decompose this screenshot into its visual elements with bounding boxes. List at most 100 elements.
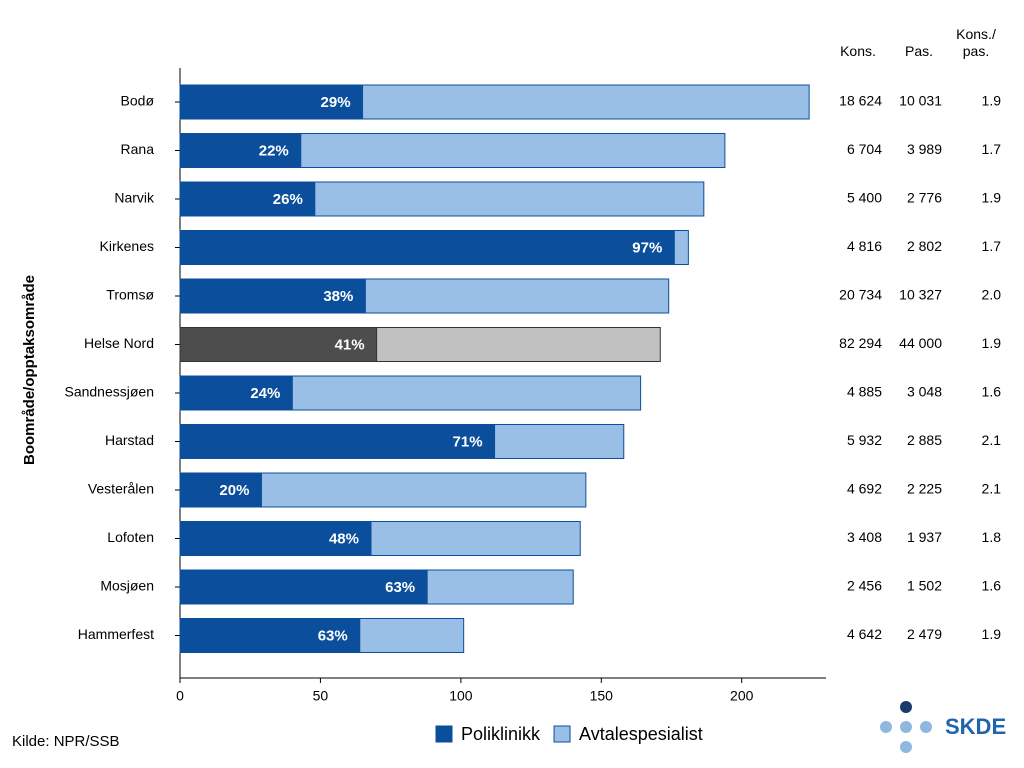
bar-segment — [362, 84, 810, 120]
table-cell: 6 704 — [847, 141, 882, 157]
bar-segment — [179, 278, 366, 314]
table-cell: 1 502 — [907, 578, 942, 594]
logo-dot — [900, 741, 912, 753]
table-cell: 2 885 — [907, 432, 942, 448]
table-header: Kons./pas. — [956, 26, 996, 59]
table-cell: 18 624 — [839, 93, 882, 109]
y-tick-label: Narvik — [114, 190, 155, 206]
table-cell: 1.9 — [982, 190, 1002, 206]
table-cell: 1.9 — [982, 335, 1002, 351]
share-label: 41% — [335, 336, 365, 353]
table-cell: 4 885 — [847, 384, 882, 400]
logo-dot — [900, 701, 912, 713]
bar-segment — [291, 375, 642, 411]
bar-segment — [260, 472, 587, 508]
share-label: 97% — [632, 239, 662, 256]
table-cell: 1.6 — [982, 384, 1002, 400]
table-cell: 1.9 — [982, 93, 1002, 109]
table-cell: 2.1 — [982, 432, 1002, 448]
bar-segment — [376, 327, 661, 362]
table-cell: 2 802 — [907, 238, 942, 254]
share-label: 22% — [259, 142, 289, 159]
table-header-line: Kons./ — [956, 26, 996, 42]
bar-segment — [179, 424, 496, 459]
table-cell: 1.6 — [982, 578, 1002, 594]
bar-segment — [359, 618, 465, 653]
y-tick-label: Mosjøen — [100, 578, 154, 594]
bar-segment — [179, 521, 372, 556]
x-tick-label: 50 — [313, 688, 329, 704]
y-tick-label: Lofoten — [107, 529, 154, 545]
bar-segment — [673, 230, 689, 265]
table-cell: 4 816 — [847, 238, 882, 254]
share-label: 26% — [273, 191, 303, 208]
bar-segment — [179, 181, 316, 217]
table-cell: 3 048 — [907, 384, 942, 400]
table-header-line: pas. — [963, 43, 989, 59]
bar-segment — [179, 327, 378, 362]
table-cell: 20 734 — [839, 287, 882, 303]
table-cell: 1.7 — [982, 141, 1002, 157]
y-tick-label: Rana — [121, 141, 155, 157]
table-cell: 1.8 — [982, 529, 1002, 545]
bar-segment — [426, 569, 574, 605]
table-cell: 1 937 — [907, 529, 942, 545]
share-label: 63% — [385, 579, 415, 596]
y-tick-label: Helse Nord — [84, 335, 154, 351]
source: Kilde: NPR/SSB — [12, 733, 120, 750]
table-cell: 2 479 — [907, 626, 942, 642]
table-cell: 5 400 — [847, 190, 882, 206]
y-tick-label: Hammerfest — [78, 626, 154, 642]
table-header: Pas. — [905, 43, 933, 59]
y-axis-label: Boområde/opptaksområde — [21, 275, 38, 465]
table-header: Kons. — [840, 43, 876, 59]
logo-dot — [900, 721, 912, 733]
share-label: 71% — [453, 433, 483, 450]
bar-segment — [179, 375, 293, 411]
y-tick-label: Sandnessjøen — [64, 384, 154, 400]
table-cell: 2 776 — [907, 190, 942, 206]
table-cell: 10 327 — [899, 287, 942, 303]
table-cell: 4 692 — [847, 481, 882, 497]
table-cell: 44 000 — [899, 335, 942, 351]
y-tick-label: Vesterålen — [88, 481, 154, 497]
x-tick-label: 200 — [730, 688, 754, 704]
x-tick-label: 100 — [449, 688, 473, 704]
table-header-line: Kons. — [840, 43, 876, 59]
table-cell: 3 989 — [907, 141, 942, 157]
bar-segment — [370, 521, 581, 556]
legend-label: Poliklinikk — [461, 724, 541, 744]
table-cell: 2.1 — [982, 481, 1002, 497]
table-cell: 3 408 — [847, 529, 882, 545]
bar-segment — [364, 278, 670, 314]
y-tick-label: Bodø — [121, 93, 155, 109]
x-tick-label: 150 — [590, 688, 614, 704]
bar-segment — [179, 84, 364, 120]
legend-label: Avtalespesialist — [579, 724, 703, 744]
bar-segment — [300, 133, 726, 168]
logo-dot — [880, 721, 892, 733]
logo-dot — [920, 721, 932, 733]
table-cell: 5 932 — [847, 432, 882, 448]
table-cell: 1.7 — [982, 238, 1002, 254]
legend-swatch — [553, 725, 571, 743]
logo: SKDE — [880, 701, 1006, 753]
table-cell: 2 456 — [847, 578, 882, 594]
table-cell: 2.0 — [982, 287, 1002, 303]
table-cell: 10 031 — [899, 93, 942, 109]
share-label: 63% — [318, 627, 348, 644]
table-cell: 2 225 — [907, 481, 942, 497]
y-tick-label: Kirkenes — [100, 238, 154, 254]
share-label: 20% — [219, 482, 249, 499]
bar-segment — [179, 472, 262, 508]
y-tick-label: Tromsø — [106, 287, 154, 303]
share-label: 29% — [321, 94, 351, 111]
table-header-line: Pas. — [905, 43, 933, 59]
table-cell: 1.9 — [982, 626, 1002, 642]
y-tick-label: Harstad — [105, 432, 154, 448]
legend-swatch — [435, 725, 453, 743]
bar-segment — [179, 133, 302, 168]
bar-segment — [314, 181, 705, 217]
share-label: 48% — [329, 530, 359, 547]
